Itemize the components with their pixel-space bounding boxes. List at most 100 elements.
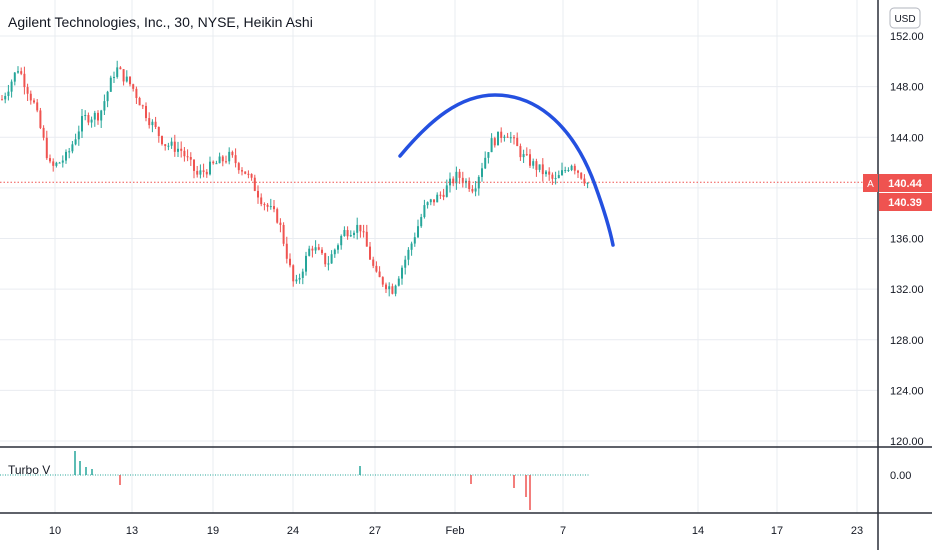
- candle-body: [369, 246, 371, 260]
- candle-body: [241, 170, 243, 172]
- candle-body: [359, 224, 362, 232]
- candle-body: [305, 255, 307, 272]
- candle-body: [557, 175, 560, 179]
- candle-body: [116, 67, 119, 77]
- y-tick-label: 152.00: [890, 31, 924, 43]
- candle-body: [266, 204, 269, 207]
- candle-body: [308, 248, 311, 256]
- candle-body: [205, 171, 208, 175]
- candle-body: [433, 199, 435, 203]
- candle-body: [196, 170, 199, 175]
- candle-body: [554, 178, 557, 180]
- candle-body: [132, 84, 135, 89]
- candle-body: [282, 224, 285, 244]
- x-tick-label: Feb: [446, 525, 465, 537]
- y-tick-label: 120.00: [890, 436, 924, 448]
- candle-body: [141, 105, 144, 107]
- candle-body: [145, 105, 147, 119]
- candle-body: [445, 185, 448, 197]
- candle-body: [292, 265, 295, 282]
- chart-title: Agilent Technologies, Inc., 30, NYSE, He…: [8, 14, 313, 30]
- candle-body: [148, 118, 151, 126]
- candle-body: [42, 127, 45, 138]
- candle-body: [209, 161, 211, 175]
- currency-badge[interactable]: USD: [889, 7, 921, 29]
- candle-body: [420, 217, 423, 227]
- y-tick-label: 148.00: [890, 82, 924, 94]
- indicator-pane: [0, 451, 590, 510]
- x-tick-label: 27: [369, 525, 381, 537]
- candle-body: [39, 110, 42, 128]
- candle-body: [461, 177, 464, 184]
- candle-body: [87, 115, 90, 123]
- candle-body: [234, 155, 237, 164]
- candle-body: [151, 121, 154, 126]
- candle-body: [417, 226, 419, 238]
- candle-body: [429, 199, 432, 203]
- candle-body: [58, 162, 61, 164]
- candle-body: [532, 161, 535, 166]
- time-axis[interactable]: 10 13 19 24 27 Feb 7 14 17 23: [49, 525, 863, 537]
- candle-body: [346, 230, 349, 237]
- candle-body: [573, 165, 576, 171]
- price-axis[interactable]: 152.00148.00144.00140.00136.00132.00128.…: [890, 31, 924, 448]
- candle-body: [157, 126, 160, 137]
- candle-body: [167, 145, 170, 147]
- candle-body: [449, 178, 451, 186]
- candle-body: [52, 161, 55, 166]
- candle-body: [548, 171, 551, 175]
- y-tick-label: 144.00: [890, 132, 924, 144]
- x-tick-label: 23: [851, 525, 863, 537]
- candle-body: [365, 231, 368, 247]
- candle-body: [487, 152, 490, 158]
- candle-body: [477, 176, 480, 189]
- candle-body: [202, 170, 205, 172]
- candle-body: [183, 150, 186, 157]
- candle-body: [311, 248, 314, 251]
- candle-body: [330, 254, 333, 264]
- candle-body: [375, 265, 378, 272]
- candle-body: [356, 224, 359, 233]
- candle-body: [250, 174, 253, 178]
- candle-body: [529, 154, 531, 166]
- x-tick-label: 14: [692, 525, 704, 537]
- candle-body: [541, 164, 544, 175]
- candle-body: [193, 159, 195, 171]
- candle-body: [381, 277, 384, 285]
- candle-body: [36, 102, 39, 111]
- candle-body: [285, 243, 288, 259]
- candle-body: [519, 146, 522, 158]
- candle-body: [17, 71, 19, 73]
- candle-body: [135, 88, 138, 98]
- price-flag-letter: A: [867, 179, 874, 190]
- candle-body: [442, 194, 445, 197]
- candle-body: [493, 138, 496, 146]
- candle-body: [455, 171, 458, 184]
- candle-body: [561, 170, 563, 176]
- candle-body: [68, 151, 71, 153]
- candle-body: [276, 209, 279, 223]
- candle-body: [301, 271, 304, 278]
- candle-body: [372, 259, 375, 266]
- candle-body: [49, 158, 51, 162]
- candle-body: [583, 178, 586, 184]
- price-bars: [1, 60, 589, 297]
- current-price-badge: 140.44: [879, 174, 932, 192]
- candle-body: [295, 279, 298, 282]
- candle-body: [71, 144, 74, 152]
- candle-body: [385, 284, 387, 290]
- candle-body: [353, 232, 355, 236]
- candle-body: [471, 189, 474, 192]
- candle-body: [497, 131, 499, 146]
- candle-body: [29, 93, 32, 101]
- candle-body: [173, 141, 176, 152]
- x-tick-label: 10: [49, 525, 61, 537]
- candle-body: [401, 267, 403, 279]
- candle-body: [119, 67, 122, 70]
- candle-body: [215, 163, 218, 165]
- candle-body: [109, 77, 112, 92]
- candle-body: [545, 171, 547, 175]
- candle-body: [33, 100, 35, 103]
- candle-body: [161, 136, 163, 145]
